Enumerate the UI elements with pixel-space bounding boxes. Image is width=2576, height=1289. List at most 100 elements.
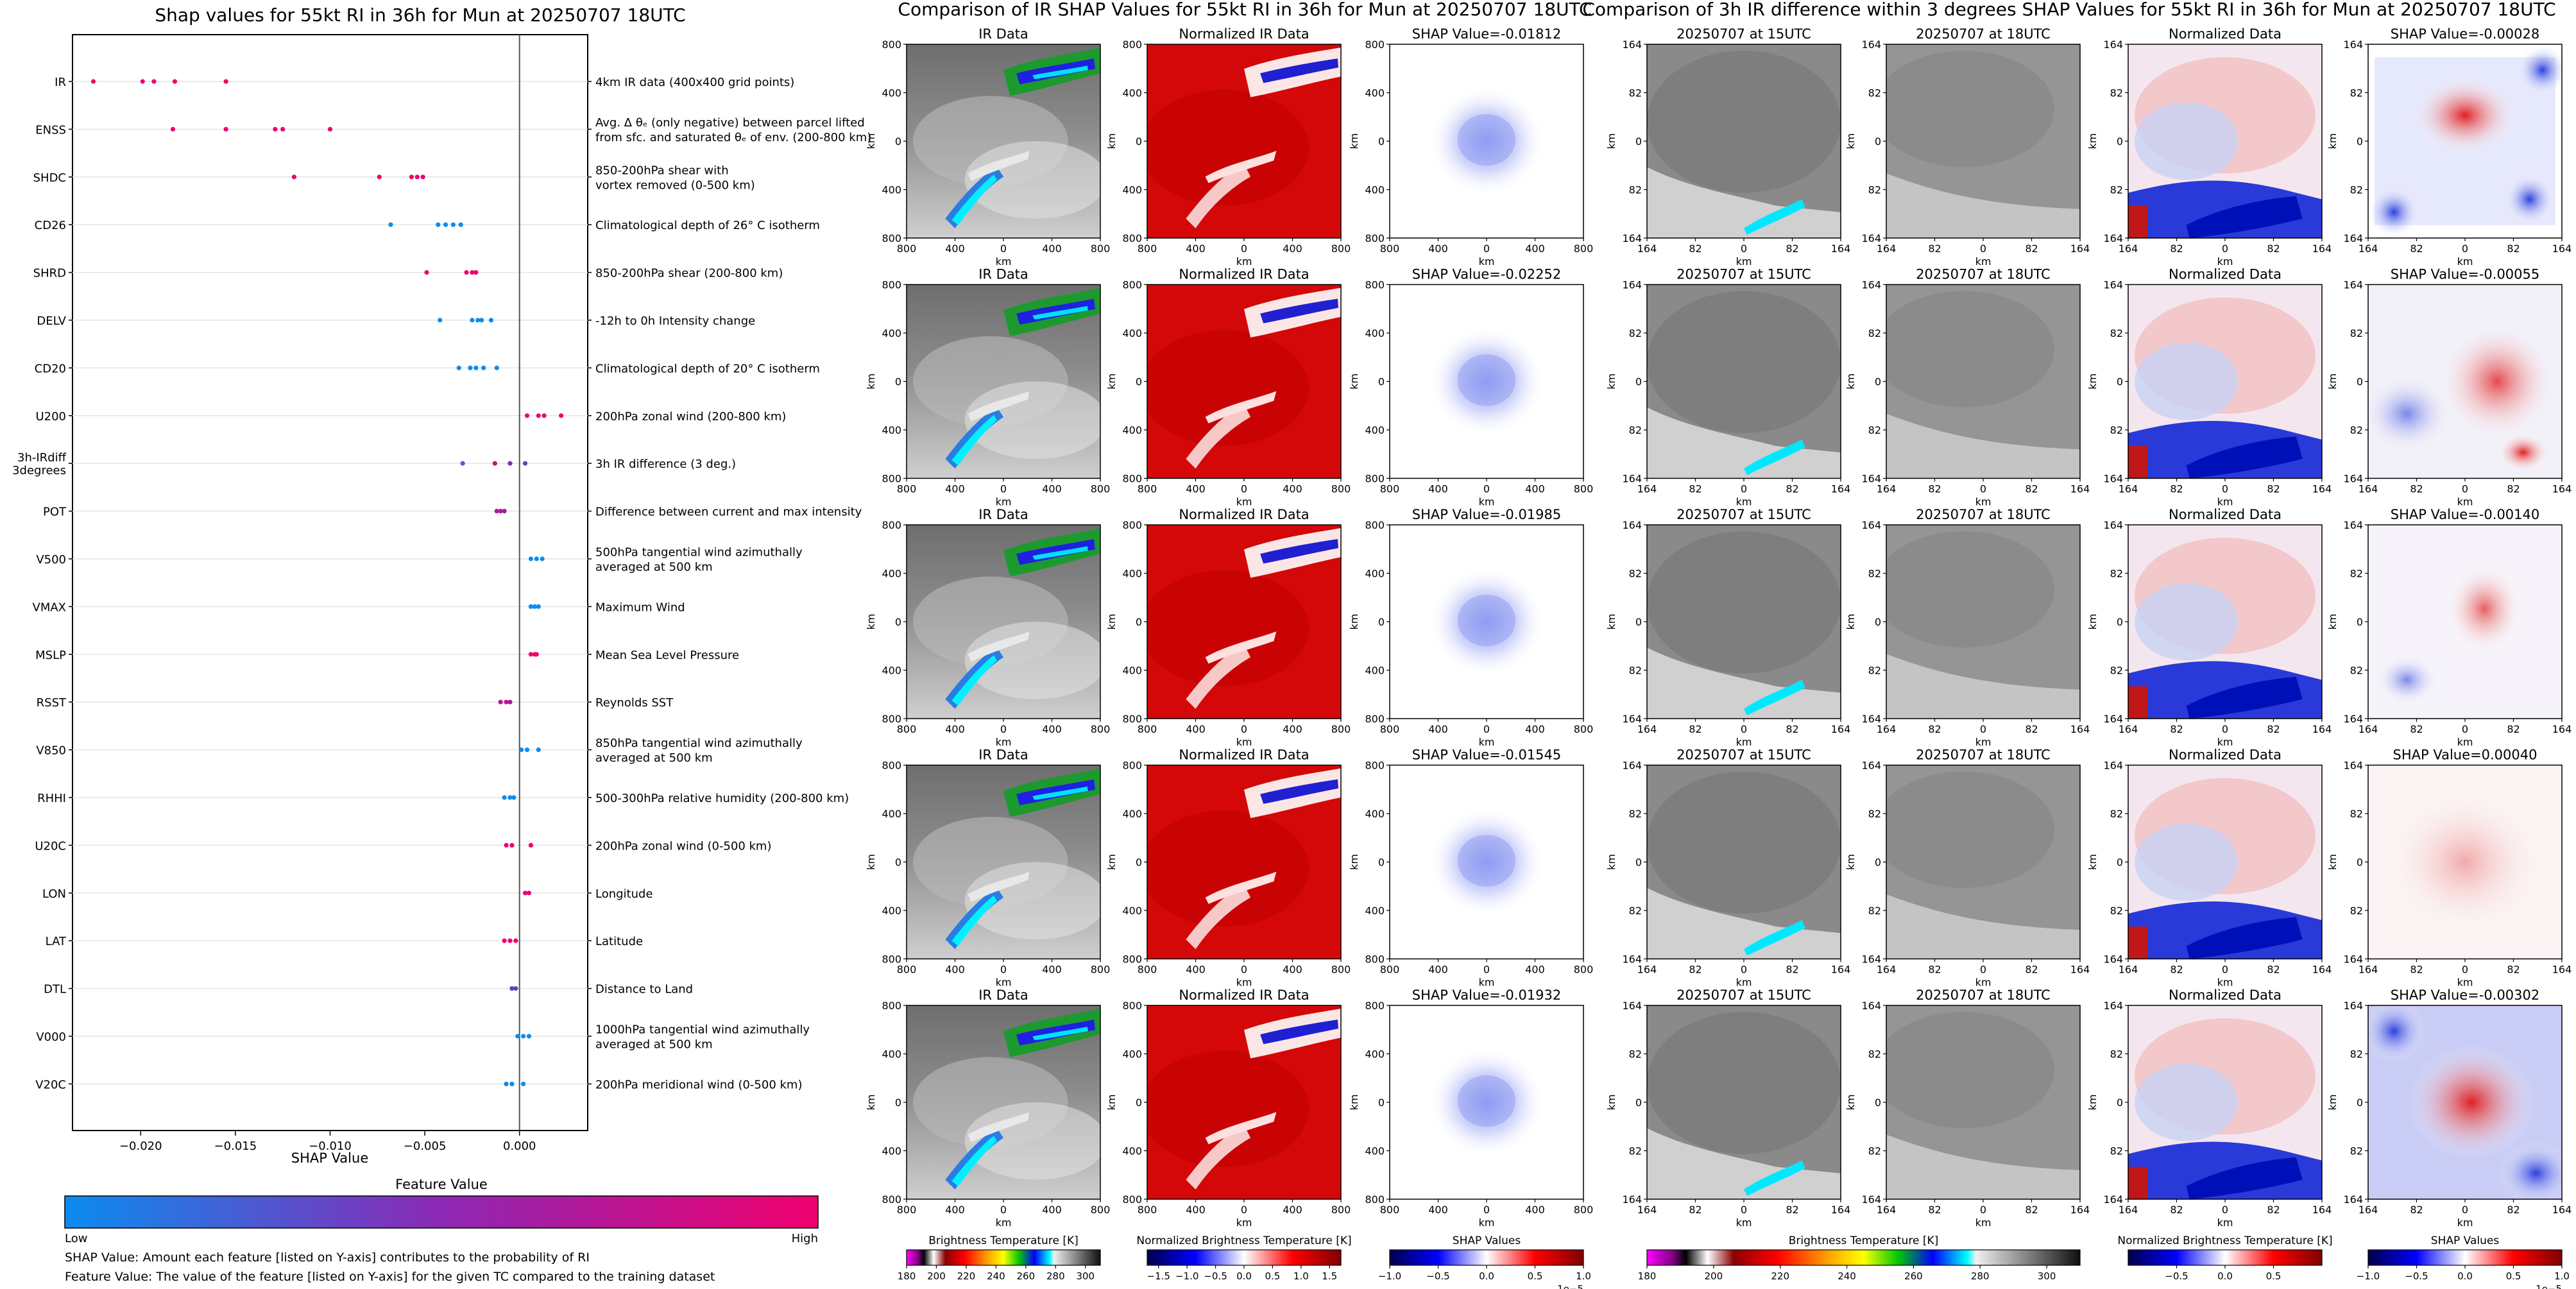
x-tick-label: 800 <box>1138 964 1157 976</box>
x-tick-label: 400 <box>1428 1204 1448 1216</box>
y-axis-label: km <box>1845 1095 1857 1111</box>
feature-row: VMAX Maximum Wind <box>33 601 685 614</box>
panel-image <box>1147 284 1341 479</box>
x-tick-label: 164 <box>1637 243 1657 255</box>
shap-point <box>504 842 509 848</box>
x-tick-label: 0 <box>2222 1204 2228 1216</box>
colorbar: Normalized Brightness Temperature [K] −0.… <box>2117 1234 2332 1282</box>
irdiff-shap-comparison-panel: Comparison of 3h IR difference within 3 … <box>1582 0 2572 1289</box>
feature-description: Latitude <box>595 935 643 948</box>
panel-image <box>1647 525 1841 719</box>
x-axis-label: km <box>2217 255 2233 268</box>
y-tick-label: 800 <box>882 38 901 51</box>
colorbar-multiplier: 1e−5 <box>2536 1283 2562 1289</box>
y-tick-label: 0 <box>1875 1097 1881 1109</box>
colorbar-tick-label: 260 <box>1904 1270 1923 1282</box>
x-tick-label: 800 <box>1091 1204 1111 1216</box>
y-axis-label: km <box>1348 854 1360 870</box>
colorbar-tick-label: 0.5 <box>1528 1270 1543 1282</box>
x-tick-label: 0 <box>2462 243 2468 255</box>
shap-point <box>511 795 516 800</box>
y-axis-label: km <box>865 1095 877 1111</box>
y-tick-label: 400 <box>882 327 901 339</box>
panel-image <box>1886 765 2080 959</box>
panel-image <box>1886 525 2080 719</box>
y-tick-label: 82 <box>2110 568 2123 580</box>
y-tick-label: 0 <box>1875 135 1881 148</box>
panel-title: Normalized Data <box>2169 747 2282 763</box>
panel-image <box>907 1005 1100 1199</box>
y-tick-label: 82 <box>2110 1048 2123 1061</box>
x-tick-label: 400 <box>1428 483 1448 495</box>
x-tick-label: −0.020 <box>119 1140 162 1153</box>
x-tick-label: 82 <box>1786 723 1798 735</box>
y-tick-label: 82 <box>2110 1145 2123 1157</box>
panel-image <box>2128 44 2322 238</box>
shap-point <box>508 461 513 466</box>
y-tick-label: 400 <box>1365 568 1385 580</box>
panel-image <box>2368 525 2562 719</box>
x-tick-label: 800 <box>1091 243 1111 255</box>
y-axis-label: km <box>2086 1095 2099 1111</box>
y-tick-label: 400 <box>882 665 901 677</box>
x-tick-label: 82 <box>2410 723 2423 735</box>
y-tick-label: 164 <box>1622 1193 1642 1206</box>
x-tick-label: 0 <box>1241 723 1247 735</box>
y-axis-label: km <box>2086 133 2099 149</box>
x-tick-label: 82 <box>2170 483 2183 495</box>
colorbar-tick-label: 0.5 <box>2266 1270 2282 1282</box>
panel-image <box>1647 1005 1841 1199</box>
x-tick-label: 82 <box>2025 723 2038 735</box>
shap-point <box>223 79 228 84</box>
y-axis-label: km <box>1105 133 1118 149</box>
x-axis-label: km <box>1479 736 1495 748</box>
x-tick-label: 82 <box>2170 243 2183 255</box>
feature-name: RHHI <box>37 792 66 805</box>
shap-point <box>475 318 481 323</box>
colorbar-label: Brightness Temperature [K] <box>1789 1234 1938 1247</box>
panel-image <box>2128 284 2322 479</box>
y-tick-label: 82 <box>1868 327 1881 339</box>
y-tick-label: 164 <box>2343 279 2363 291</box>
shap-point <box>172 79 178 84</box>
feature-name: RSST <box>37 696 67 710</box>
y-tick-label: 800 <box>1122 232 1142 244</box>
y-tick-label: 0 <box>2117 616 2123 628</box>
x-tick-label: 400 <box>1186 243 1206 255</box>
feature-row: LON Longitude <box>42 887 653 901</box>
y-tick-label: 0 <box>1635 1097 1642 1109</box>
panel-title: Normalized IR Data <box>1179 507 1309 522</box>
y-tick-label: 400 <box>1122 568 1142 580</box>
shap-point <box>438 318 443 323</box>
feature-name: SHDC <box>33 171 66 185</box>
y-tick-label: 400 <box>882 1048 901 1061</box>
x-tick-label: 164 <box>1831 483 1851 495</box>
x-tick-label: 82 <box>2410 483 2423 495</box>
feature-row: V000 1000hPa tangential wind azimuthally a… <box>36 1023 810 1052</box>
panel-title: Normalized IR Data <box>1179 26 1309 42</box>
y-tick-label: 82 <box>1629 424 1642 436</box>
shap-point <box>522 891 528 896</box>
y-tick-label: 82 <box>1629 808 1642 820</box>
colorbar: SHAP Values −1.0 −0.5 0.0 0.5 1.01e−5 <box>2357 1234 2570 1289</box>
y-tick-label: 82 <box>2350 568 2363 580</box>
feature-value-colorbar-high: High <box>792 1232 818 1245</box>
y-tick-label: 164 <box>1622 38 1642 51</box>
feature-name: DTL <box>44 983 66 996</box>
panel-title: Normalized Data <box>2169 507 2282 522</box>
x-tick-label: 800 <box>897 723 917 735</box>
x-tick-label: 164 <box>2119 1204 2138 1216</box>
x-tick-label: 0 <box>1741 1204 1747 1216</box>
y-tick-label: 82 <box>2110 665 2123 677</box>
shap-x-axis: −0.020 −0.015 −0.010 −0.005 0.000 <box>119 1131 536 1153</box>
y-tick-label: 400 <box>1365 1145 1385 1157</box>
x-tick-label: 0 <box>1980 483 1986 495</box>
y-axis-label: km <box>865 854 877 870</box>
y-tick-label: 82 <box>1629 327 1642 339</box>
shap-point <box>528 652 534 657</box>
x-tick-label: 164 <box>2552 964 2572 976</box>
shap-point <box>508 938 513 943</box>
